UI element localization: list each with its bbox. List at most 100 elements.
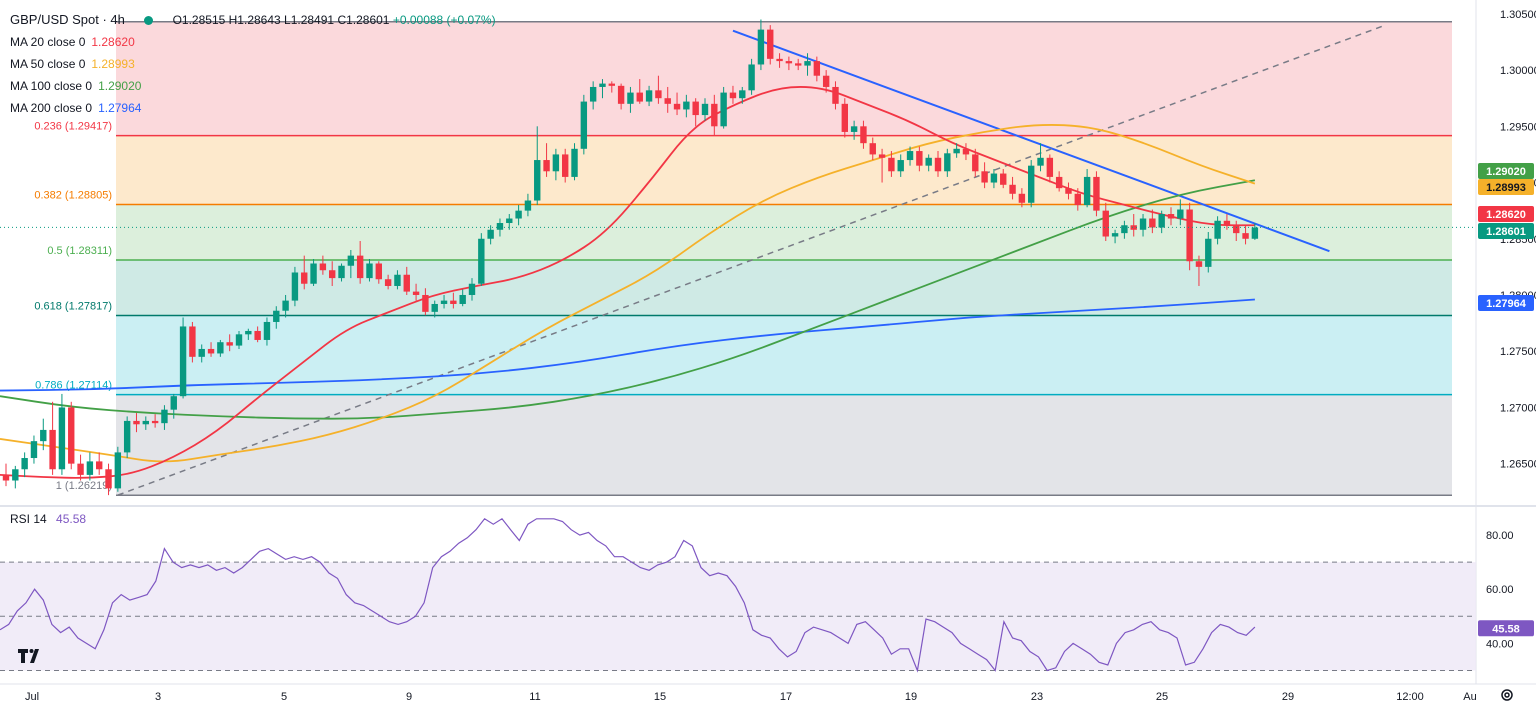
open-value: O1.28515: [172, 13, 226, 27]
ma20-legend[interactable]: MA 20 close 0 1.28620: [10, 31, 496, 53]
candle-body: [617, 85, 625, 104]
ma50-value: 1.28993: [91, 57, 135, 71]
candle-body: [804, 61, 811, 66]
candle-body: [58, 407, 66, 470]
gear-icon[interactable]: [1500, 688, 1514, 702]
ma50-legend[interactable]: MA 50 close 0 1.28993: [10, 53, 496, 75]
candle-body: [506, 218, 513, 224]
ma100-label: MA 100 close 0: [10, 79, 93, 93]
time-tick-label: 17: [780, 691, 792, 703]
candle-body: [440, 300, 448, 304]
rsi-legend[interactable]: RSI 14 45.58: [10, 512, 86, 526]
candle-body: [96, 461, 103, 470]
candle-body: [776, 58, 783, 62]
time-tick-label: 23: [1031, 691, 1043, 703]
moving-averages: [0, 86, 1256, 479]
candle-body: [12, 469, 19, 481]
candle-body: [1074, 193, 1081, 206]
candle-body: [468, 283, 476, 295]
candle-body: [142, 420, 149, 425]
candle-body: [356, 255, 364, 279]
candle-body: [1111, 233, 1119, 237]
ma200-legend[interactable]: MA 200 close 0 1.27964: [10, 97, 496, 119]
candle-body: [1177, 209, 1184, 219]
candle-body: [1065, 188, 1072, 194]
candle-body: [291, 272, 299, 301]
candle-body: [757, 29, 765, 65]
candle-body: [226, 342, 233, 346]
candle-body: [1158, 214, 1165, 228]
candle-body: [1009, 184, 1016, 194]
candle-body: [664, 98, 671, 104]
ma100-line: [0, 179, 1256, 420]
candle-body: [1186, 209, 1193, 262]
price-badge-label: 1.28620: [1486, 209, 1526, 221]
ma100-legend[interactable]: MA 100 close 0 1.29020: [10, 75, 496, 97]
fib-level-label: 1 (1.26219): [56, 480, 112, 492]
candle-body: [1083, 176, 1091, 206]
candle-body: [422, 294, 429, 312]
price-axis[interactable]: 1.305001.300001.295001.290001.285001.280…: [1500, 9, 1536, 471]
ohlc-values: O1.28515 H1.28643 L1.28491 C1.28601 +0.0…: [173, 13, 496, 27]
fib-level-label: 0.236 (1.29417): [34, 121, 112, 133]
candle-body: [534, 160, 541, 201]
time-tick-label: 29: [1282, 691, 1294, 703]
chart-legend: GBP/USD Spot · 4h O1.28515 H1.28643 L1.2…: [10, 9, 496, 119]
candle-body: [953, 148, 960, 154]
candle-body: [319, 263, 327, 271]
ma50-line: [0, 124, 1256, 463]
candle-body: [599, 83, 606, 87]
candle-body: [179, 326, 187, 397]
candle-body: [878, 154, 886, 158]
ma100-value: 1.29020: [98, 79, 142, 93]
candle-body: [1223, 220, 1231, 226]
candle-body: [450, 300, 457, 304]
candle-body: [1028, 165, 1035, 203]
time-tick-label: 5: [281, 691, 287, 703]
candle-body: [394, 274, 401, 286]
time-tick-label: 25: [1156, 691, 1168, 703]
rsi-pane: 80.00 60.00 40.00 45.58: [0, 518, 1534, 673]
rsi-tick-label: 60.00: [1486, 584, 1514, 596]
candle-body: [1130, 225, 1137, 230]
candle-body: [822, 75, 830, 87]
fib-band: [116, 315, 1452, 395]
candle-body: [1055, 176, 1063, 189]
time-tick-label: 12:00: [1396, 691, 1424, 703]
candle-body: [217, 342, 224, 354]
candle-body: [347, 255, 355, 266]
candle-body: [1214, 220, 1221, 239]
price-tick-label: 1.27500: [1500, 346, 1536, 358]
candle-body: [860, 126, 867, 144]
price-badge: [1478, 295, 1534, 311]
candle-body: [1205, 238, 1212, 267]
symbol-title[interactable]: GBP/USD Spot · 4h: [10, 12, 125, 27]
time-tick-label: Au: [1463, 691, 1476, 703]
candle-body: [431, 303, 438, 312]
fib-band: [116, 204, 1452, 261]
ma20-label: MA 20 close 0: [10, 35, 86, 49]
rsi-badge: [1478, 620, 1534, 637]
fib-band: [116, 21, 1452, 136]
candle-body: [543, 160, 550, 172]
candle-body: [77, 463, 84, 475]
candle-body: [496, 223, 504, 230]
candle-body: [1139, 218, 1147, 230]
time-tick-label: Jul: [25, 691, 39, 703]
candle-body: [1233, 225, 1240, 234]
time-axis[interactable]: Jul 3 5 9 11 15 17 19 23 25 29 12:00 Au: [0, 683, 1536, 703]
candle-body: [767, 29, 774, 59]
candle-body: [459, 294, 466, 304]
candle-body: [40, 429, 47, 442]
candle-body: [673, 103, 681, 110]
candle-body: [329, 270, 336, 279]
candle-body: [552, 154, 560, 172]
candle-body: [412, 291, 420, 295]
trendlines[interactable]: [117, 24, 1386, 496]
candle-body: [366, 263, 373, 279]
candle-body: [841, 103, 848, 132]
rsi-badge-label: 45.58: [1492, 623, 1520, 635]
tradingview-logo-icon[interactable]: [18, 648, 44, 664]
candle-body: [207, 348, 215, 354]
